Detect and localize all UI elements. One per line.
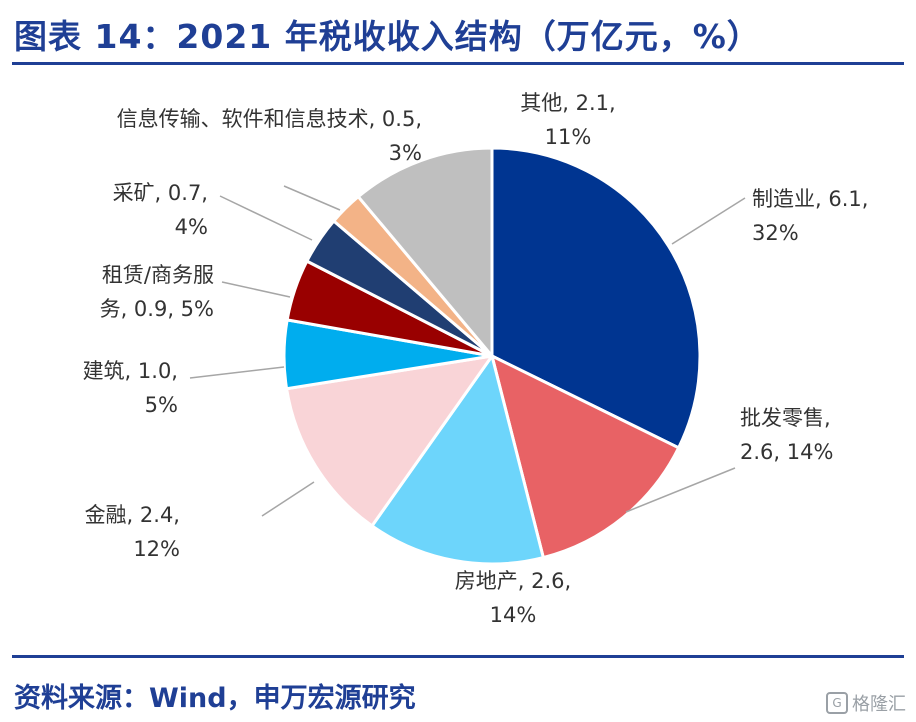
source-rule [12, 655, 904, 658]
leader-line [283, 185, 341, 211]
slice-label-line: 务, 0.9, 5% [100, 297, 214, 321]
slice-label-line: 2.6, 14% [740, 440, 833, 464]
slice-label-line: 14% [490, 603, 537, 627]
pie-slice [285, 354, 494, 528]
pie-slice [490, 354, 681, 560]
leader-line [219, 195, 313, 241]
slice-label: 采矿, 0.7, 4% [113, 181, 208, 239]
slice-label: 信息传输、软件和信息技术, 0.5, 3% [117, 107, 422, 165]
slice-label-line: 采矿, 0.7, [113, 181, 208, 205]
slice-label: 租赁/商务服务, 0.9, 5% [100, 263, 214, 321]
slice-label-line: 5% [145, 393, 178, 417]
slice-label-line: 32% [752, 221, 799, 245]
slice-label: 批发零售, 2.6, 14% [740, 406, 833, 464]
title-rule [12, 62, 904, 65]
slice-label: 建筑, 1.0, 5% [83, 359, 178, 417]
leader-line [189, 366, 285, 379]
slice-label-line: 建筑, 1.0, [83, 359, 178, 383]
slice-label: 其他, 2.1, 11% [520, 91, 615, 149]
slice-label-line: 房地产, 2.6, [455, 569, 571, 593]
slice-label-line: 批发零售, [740, 406, 831, 430]
slice-label-line: 金融, 2.4, [85, 503, 180, 527]
leader-line [261, 481, 315, 517]
slice-label-line: 11% [545, 125, 592, 149]
slice-label-line: 制造业, 6.1, [752, 187, 868, 211]
slice-label-line: 4% [175, 215, 208, 239]
pie-slice [370, 354, 545, 566]
watermark: G 格隆汇 [826, 690, 906, 716]
leader-line [671, 197, 746, 245]
slice-label-line: 其他, 2.1, [520, 91, 615, 115]
slice-label-line: 信息传输、软件和信息技术, 0.5, [117, 107, 422, 131]
slice-label-line: 租赁/商务服 [102, 263, 214, 287]
watermark-text: 格隆汇 [852, 694, 906, 715]
pie-slice [356, 146, 494, 358]
slice-label: 金融, 2.4, 12% [85, 503, 180, 561]
slice-label-line: 12% [133, 537, 180, 561]
slice-label: 房地产, 2.6, 14% [455, 569, 571, 627]
leader-line [625, 467, 736, 513]
leader-line [221, 281, 291, 298]
slice-label: 制造业, 6.1, 32% [752, 187, 868, 245]
pie-chart: 制造业, 6.1, 32% 批发零售, 2.6, 14% 房地产, 2.6, 14% 金融,… [83, 91, 869, 627]
page-title: 图表 14：2021 年税收收入结构（万亿元，%） [14, 17, 761, 56]
pie-slice [490, 146, 702, 450]
watermark-logo-icon: G [826, 692, 848, 714]
slice-label-line: 3% [389, 141, 422, 165]
source-note: 资料来源：Wind，申万宏源研究 [14, 683, 416, 714]
